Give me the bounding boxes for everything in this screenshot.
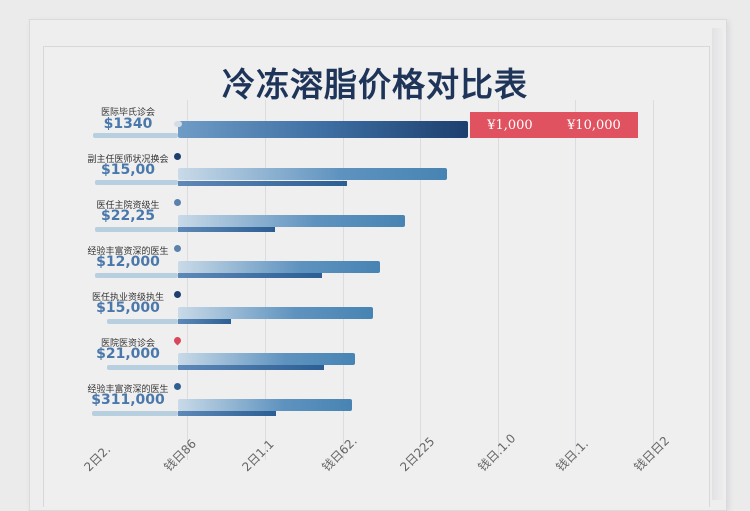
gridline: [187, 100, 188, 460]
gridline: [498, 100, 499, 460]
dot-marker: [174, 199, 181, 206]
gridline: [265, 100, 266, 460]
chart-title: 冷冻溶脂价格对比表: [222, 65, 528, 104]
row-label: 医任主院资级生: [96, 201, 160, 211]
leader-line: [95, 180, 178, 185]
gridline: [343, 100, 344, 460]
row-value: $21,000: [96, 346, 160, 362]
row-label: 副主任医师状况换会: [87, 155, 169, 165]
row-label: 经验丰富资深的医生: [87, 385, 169, 395]
row-label: 医任执业资级执生: [91, 293, 164, 303]
leader-line: [93, 133, 178, 138]
row-label: 经验丰富资深的医生: [87, 247, 169, 257]
row-value: $22,25: [100, 208, 156, 224]
bar-secondary[interactable]: [178, 227, 275, 232]
bar-secondary[interactable]: [178, 181, 347, 186]
highlight-tooltip: ¥1,000 ¥10,000: [470, 112, 638, 138]
leader-line: [95, 273, 178, 278]
dot-marker: [174, 383, 181, 390]
dot-marker: [174, 291, 181, 298]
tooltip-label-max: ¥10,000: [567, 117, 621, 133]
row-value: $15,00: [100, 162, 156, 178]
gridline: [575, 100, 576, 460]
gridline: [653, 100, 654, 460]
bar-secondary[interactable]: [178, 365, 324, 370]
bar-primary[interactable]: [178, 307, 373, 319]
bar-primary[interactable]: [178, 399, 352, 411]
leader-line: [92, 411, 178, 416]
row-label: 医际毕氏诊会: [100, 108, 155, 118]
bar-primary[interactable]: [178, 121, 468, 138]
row-value: $12,000: [96, 254, 160, 270]
dot-marker: [174, 153, 181, 160]
gridline: [420, 100, 421, 460]
bar-primary[interactable]: [178, 215, 405, 227]
bar-cap: [174, 121, 182, 127]
leader-line: [95, 227, 178, 232]
bar-primary[interactable]: [178, 353, 355, 365]
bar-secondary[interactable]: [178, 273, 322, 278]
row-value: $1340: [103, 116, 153, 132]
frame-edge: [712, 28, 726, 500]
bar-secondary[interactable]: [178, 411, 276, 416]
tooltip-label-min: ¥1,000: [487, 117, 533, 133]
row-label: 医院医资诊会: [100, 339, 155, 349]
bar-primary[interactable]: [178, 168, 447, 180]
leader-line: [107, 365, 178, 370]
dot-marker: [174, 245, 181, 252]
row-value: $15,000: [96, 300, 160, 316]
bar-primary[interactable]: [178, 261, 380, 273]
leader-line: [107, 319, 178, 324]
row-value: $311,000: [91, 392, 165, 408]
bar-secondary[interactable]: [178, 319, 231, 324]
